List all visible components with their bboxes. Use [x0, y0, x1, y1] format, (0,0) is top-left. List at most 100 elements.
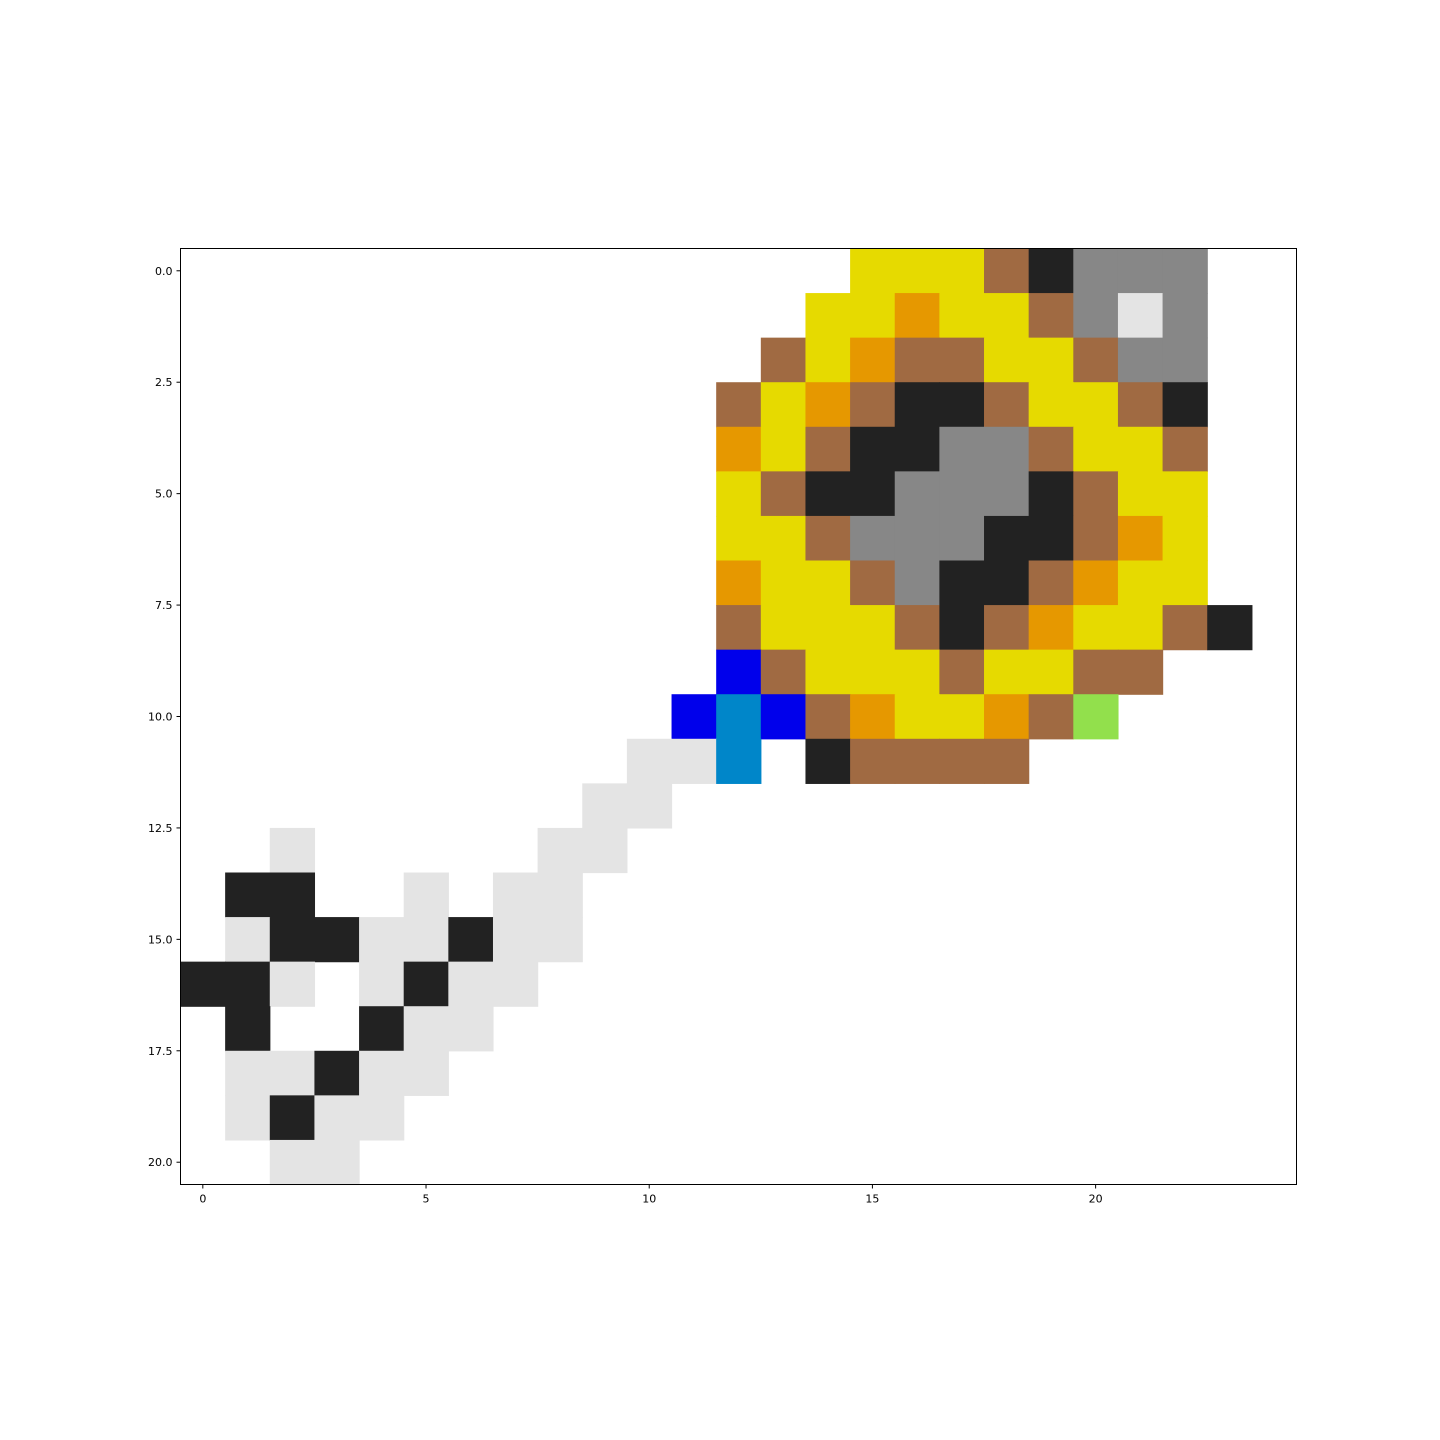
heatmap-cell — [269, 961, 316, 1007]
heatmap-cell — [760, 337, 807, 383]
heatmap-cell — [1162, 337, 1208, 383]
heatmap-cell — [716, 649, 762, 695]
heatmap-cell — [984, 694, 1030, 740]
heatmap-cell — [716, 471, 762, 517]
heatmap-cell — [1117, 337, 1164, 383]
heatmap-cell — [716, 694, 762, 740]
heatmap-cell — [403, 1050, 449, 1096]
heatmap-cell — [939, 382, 985, 428]
heatmap-cell — [850, 649, 896, 695]
heatmap-cell — [492, 917, 539, 963]
y-tick-label: 17.5 — [148, 1045, 173, 1058]
y-axis: 0.0 2.5 5.0 7.5 10.0 12.5 15.0 17.5 20.0 — [148, 265, 181, 1169]
heatmap-cell — [626, 738, 673, 784]
heatmap-cell — [225, 1050, 271, 1096]
heatmap-cell — [760, 426, 807, 472]
heatmap-cell — [984, 605, 1030, 651]
heatmap-cell — [582, 783, 628, 829]
heatmap-cell — [1117, 471, 1164, 517]
x-tick-label: 20 — [1089, 1193, 1103, 1206]
heatmap-cell — [1028, 248, 1074, 294]
heatmap-cell — [760, 471, 807, 517]
heatmap-cell — [894, 337, 940, 383]
heatmap-cell — [850, 426, 896, 472]
heatmap-cell — [1162, 248, 1208, 294]
y-tick-label: 0.0 — [155, 265, 173, 278]
heatmap-cell — [269, 1095, 316, 1141]
heatmap-cell — [850, 337, 896, 383]
heatmap-cell — [225, 1006, 271, 1052]
heatmap-cell — [716, 605, 762, 651]
heatmap-cell — [1073, 515, 1119, 562]
heatmap-cell — [894, 560, 940, 606]
heatmap-cell — [492, 961, 539, 1007]
heatmap-cell — [939, 471, 985, 517]
heatmap-cell — [805, 694, 851, 740]
heatmap-cell — [984, 293, 1030, 339]
heatmap-cell — [269, 872, 316, 918]
heatmap-cell — [359, 961, 405, 1007]
heatmap-cell — [894, 293, 940, 339]
heatmap-cell — [403, 872, 449, 918]
y-tick-label: 5.0 — [155, 488, 173, 501]
heatmap-cell — [1117, 248, 1164, 294]
heatmap-cell — [984, 382, 1030, 428]
heatmap-cell — [760, 649, 807, 695]
heatmap-cell — [760, 605, 807, 651]
heatmap-cell — [805, 471, 851, 517]
y-tick-label: 7.5 — [155, 599, 173, 612]
heatmap-cell — [1073, 337, 1119, 383]
heatmap-cell — [1028, 694, 1074, 740]
heatmap-cell — [448, 1006, 494, 1052]
x-tick-label: 0 — [199, 1193, 206, 1206]
heatmap-cell — [1117, 605, 1164, 651]
heatmap-cell — [850, 738, 896, 784]
heatmap-cell — [1117, 649, 1164, 695]
heatmap-cell — [403, 1006, 449, 1052]
heatmap-cell — [1073, 560, 1119, 606]
heatmap-cell — [1117, 560, 1164, 606]
heatmap-cell — [850, 560, 896, 606]
heatmap-cell — [1073, 471, 1119, 517]
heatmap-cell — [760, 515, 807, 562]
y-tick-label: 10.0 — [148, 711, 173, 724]
heatmap-cell — [225, 917, 271, 963]
heatmap-cell — [939, 605, 985, 651]
heatmap-cell — [1073, 649, 1119, 695]
heatmap-cell — [939, 649, 985, 695]
heatmap-cell — [1117, 515, 1164, 562]
heatmap-cell — [225, 961, 271, 1007]
heatmap-cell — [1028, 649, 1074, 695]
heatmap-cell — [939, 694, 985, 740]
heatmap-cell — [225, 872, 271, 918]
heatmap-cell — [537, 827, 583, 874]
heatmap-cell — [269, 917, 316, 963]
y-tick-label: 20.0 — [148, 1156, 173, 1169]
heatmap-cell — [492, 872, 539, 918]
heatmap-cell — [359, 917, 405, 963]
heatmap-cell — [984, 515, 1030, 562]
heatmap-cell — [805, 382, 851, 428]
heatmap-cell — [894, 515, 940, 562]
heatmap-cell — [894, 471, 940, 517]
heatmap-cell — [314, 917, 360, 963]
heatmap-cell — [1117, 293, 1164, 339]
heatmap-cell — [894, 248, 940, 294]
heatmap-cell — [537, 917, 583, 963]
heatmap-cell — [448, 917, 494, 963]
heatmap-cell — [805, 337, 851, 383]
heatmap-cell — [894, 738, 940, 784]
heatmap-cell — [626, 783, 673, 829]
heatmap-cell — [894, 694, 940, 740]
heatmap-cell — [716, 382, 762, 428]
heatmap-cell — [1162, 426, 1208, 472]
heatmap-cell — [850, 605, 896, 651]
heatmap-cell — [984, 649, 1030, 695]
heatmap-cell — [1073, 382, 1119, 428]
heatmap-cell — [1117, 426, 1164, 472]
heatmap-cell — [1073, 248, 1119, 294]
heatmap-cell — [760, 382, 807, 428]
heatmap-cell — [850, 382, 896, 428]
heatmap-cell — [1162, 560, 1208, 606]
heatmap-cell — [671, 694, 717, 740]
